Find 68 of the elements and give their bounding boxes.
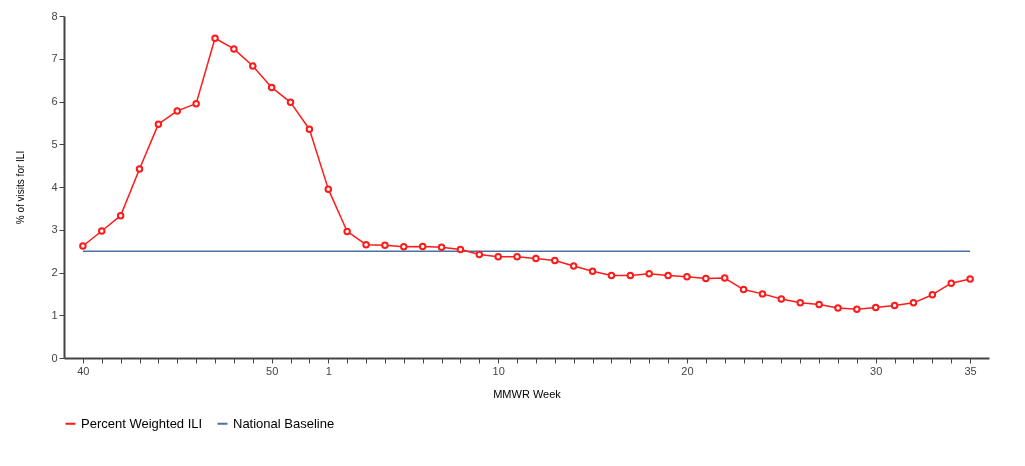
point — [230, 45, 238, 53]
point — [796, 299, 804, 307]
point — [267, 83, 276, 92]
point — [966, 275, 974, 283]
point — [683, 273, 691, 281]
point — [305, 125, 314, 134]
y-tick-label: 1 — [51, 308, 58, 321]
point — [494, 252, 502, 261]
point — [154, 120, 163, 128]
point — [664, 271, 672, 280]
point — [532, 254, 540, 263]
point — [872, 303, 880, 312]
y-tick-label: 0 — [51, 351, 58, 364]
point — [249, 62, 257, 70]
point — [418, 242, 427, 251]
y-tick-label: 6 — [51, 95, 58, 107]
point — [135, 165, 144, 173]
point — [928, 291, 937, 299]
y-tick-label: 2 — [51, 266, 58, 278]
point — [702, 274, 710, 283]
point — [475, 250, 484, 259]
point — [381, 241, 389, 249]
x-tick-label: 20 — [681, 364, 694, 377]
x-tick-label: 1 — [325, 364, 332, 377]
point — [324, 185, 333, 193]
x-tick-label: 40 — [77, 364, 90, 377]
y-tick-label: 4 — [51, 180, 58, 193]
point — [456, 245, 465, 254]
point — [513, 252, 521, 261]
point — [626, 271, 635, 280]
point — [720, 274, 729, 282]
point — [607, 271, 616, 280]
legend-label: National Baseline — [233, 415, 335, 431]
legend-label: Percent Weighted ILI — [81, 415, 203, 431]
point — [362, 240, 370, 249]
y-axis-title: % of visits for ILI — [15, 150, 27, 225]
x-tick-label: 30 — [870, 364, 883, 377]
point — [947, 279, 955, 287]
point — [400, 243, 408, 251]
point — [645, 270, 653, 278]
point — [588, 267, 597, 275]
point — [909, 299, 918, 307]
y-tick-label: 8 — [51, 9, 58, 22]
point — [437, 243, 446, 252]
point — [343, 227, 351, 236]
point — [777, 295, 786, 303]
x-tick-label: 50 — [266, 364, 279, 377]
x-tick-label: 10 — [492, 364, 505, 377]
y-tick-label: 5 — [51, 137, 58, 150]
point — [890, 301, 899, 310]
point — [739, 285, 748, 294]
point — [834, 304, 842, 312]
point — [79, 242, 87, 250]
point — [569, 262, 578, 270]
point — [211, 34, 219, 42]
x-axis-title: MMWR Week — [493, 387, 562, 400]
x-tick-label: 35 — [964, 364, 977, 377]
point — [98, 227, 106, 235]
point — [758, 290, 767, 298]
point — [116, 211, 125, 220]
point — [815, 300, 823, 309]
y-tick-label: 7 — [51, 52, 58, 65]
point — [286, 98, 295, 107]
point — [551, 256, 559, 265]
point — [853, 305, 861, 313]
point — [192, 99, 200, 108]
point — [173, 107, 181, 115]
y-tick-label: 3 — [51, 223, 58, 236]
